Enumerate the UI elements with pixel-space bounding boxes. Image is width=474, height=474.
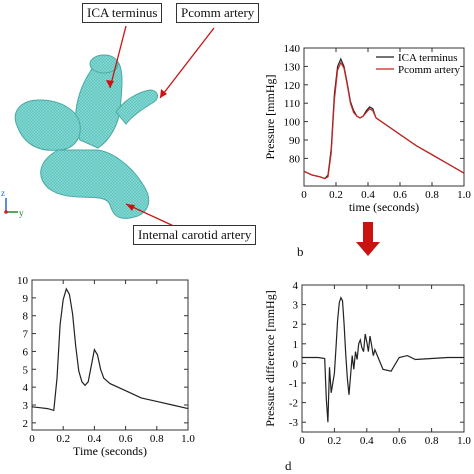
y-tick-label: 100 bbox=[284, 117, 301, 129]
panel-label-b: b bbox=[297, 244, 304, 259]
y-tick-label: 0 bbox=[293, 358, 299, 370]
y-tick-label: -1 bbox=[289, 378, 298, 390]
y-tick-label: 4 bbox=[293, 280, 299, 292]
aneurysm-bulb bbox=[14, 99, 81, 151]
x-tick-label: 0.8 bbox=[425, 435, 439, 447]
y-tick-label: 7 bbox=[23, 329, 29, 341]
plot-frame bbox=[301, 284, 465, 433]
x-tick-label: 0.8 bbox=[425, 189, 439, 201]
triad-y-label: y bbox=[19, 208, 24, 218]
y-tick-label: 80 bbox=[289, 153, 301, 165]
legend-entry: Pcomm artery bbox=[398, 64, 461, 76]
axis-triad: z y bbox=[1, 188, 24, 218]
x-axis-label: Time (seconds) bbox=[73, 444, 147, 458]
y-tick-label: 3 bbox=[293, 300, 299, 312]
x-tick-label: 1.0 bbox=[457, 435, 471, 447]
y-tick-label: 90 bbox=[289, 135, 301, 147]
x-tick-label: 0.2 bbox=[328, 435, 342, 447]
y-tick-label: 10 bbox=[17, 275, 29, 287]
x-tick-label: 0.2 bbox=[56, 433, 70, 445]
y-tick-label: 3 bbox=[23, 400, 29, 412]
x-tick-label: 0 bbox=[299, 435, 305, 447]
y-tick-label: 1 bbox=[293, 339, 299, 351]
ica-terminus-callout: ICA terminus bbox=[82, 3, 163, 23]
pcomm-vessel bbox=[115, 89, 158, 125]
x-tick-label: 1.0 bbox=[457, 189, 471, 201]
y-tick-label: 120 bbox=[284, 80, 301, 92]
x-axis-label: time (seconds) bbox=[349, 200, 419, 214]
plot-frame bbox=[303, 47, 465, 187]
pcomm-artery-callout: Pcomm artery bbox=[176, 3, 260, 23]
x-tick-label: 1.0 bbox=[181, 433, 195, 445]
series-line-0 bbox=[31, 287, 189, 412]
x-tick-label: 0.4 bbox=[361, 189, 375, 201]
y-axis-label: Pressure [mmHg] bbox=[263, 75, 277, 160]
y-tick-label: 9 bbox=[23, 293, 29, 305]
y-tick-label: 8 bbox=[23, 311, 29, 323]
callout-arrows bbox=[109, 25, 215, 229]
y-tick-label: -2 bbox=[289, 398, 298, 410]
triad-z-label: z bbox=[1, 188, 5, 198]
x-tick-label: 0.6 bbox=[393, 189, 407, 201]
plot-frame bbox=[31, 279, 189, 431]
y-tick-label: -3 bbox=[289, 417, 299, 429]
series-line-1 bbox=[303, 61, 465, 180]
transition-arrow bbox=[356, 222, 380, 256]
internal-carotid-vessel bbox=[40, 149, 150, 219]
legend-entry: ICA terminus bbox=[398, 52, 458, 64]
y-tick-label: 5 bbox=[23, 364, 29, 376]
x-tick-label: 0.6 bbox=[119, 433, 133, 445]
y-tick-label: 110 bbox=[284, 98, 301, 110]
x-tick-label: 0.8 bbox=[150, 433, 164, 445]
internal-carotid-callout: Internal carotid artery bbox=[133, 225, 257, 245]
y-tick-label: 2 bbox=[293, 319, 299, 331]
y-tick-label: 4 bbox=[23, 382, 29, 394]
y-tick-label: 2 bbox=[23, 418, 29, 430]
panel-label-d: d bbox=[285, 458, 292, 473]
x-tick-label: 0 bbox=[29, 433, 35, 445]
y-tick-label: 130 bbox=[284, 61, 301, 73]
y-tick-label: 6 bbox=[23, 346, 29, 358]
y-tick-label: 140 bbox=[284, 43, 301, 55]
x-tick-label: 0.4 bbox=[360, 435, 374, 447]
y-axis-label: Pressure difference [mmHg] bbox=[263, 290, 277, 426]
x-tick-label: 0.4 bbox=[88, 433, 102, 445]
x-tick-label: 0.2 bbox=[329, 189, 343, 201]
x-tick-label: 0 bbox=[301, 189, 307, 201]
series-line-0 bbox=[302, 296, 464, 423]
x-tick-label: 0.6 bbox=[392, 435, 406, 447]
